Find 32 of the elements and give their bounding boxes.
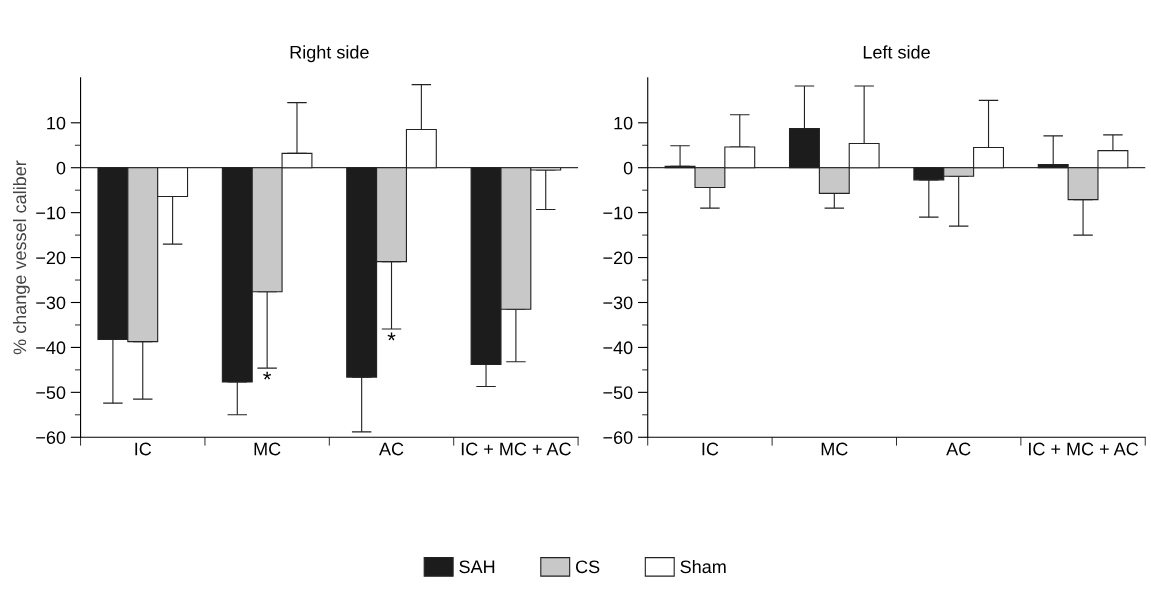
y-tick-label: 0 — [56, 161, 66, 175]
annotation: * — [263, 371, 272, 380]
legend-label: CS — [576, 560, 600, 574]
y-tick-label: −60 — [603, 431, 633, 444]
annotation: * — [387, 332, 396, 341]
y-tick-label: −20 — [603, 251, 633, 265]
y-tick-label: −60 — [36, 431, 66, 444]
y-tick-label: −40 — [603, 341, 633, 355]
y-tick-label: −10 — [36, 206, 66, 220]
legend-label: SAH — [459, 560, 495, 574]
x-tick-label: IC + MC + AC — [461, 442, 571, 456]
y-tick-label: −40 — [36, 341, 66, 355]
chart-title: Left side — [863, 45, 930, 59]
y-tick-label: −50 — [36, 386, 66, 400]
x-tick-label: IC — [702, 442, 719, 456]
x-tick-label: MC — [821, 442, 848, 456]
x-tick-label: MC — [254, 442, 281, 456]
y-axis-title: % change vessel caliber — [12, 160, 30, 355]
x-tick-label: AC — [379, 442, 404, 456]
x-tick-label: IC — [135, 442, 152, 456]
y-tick-label: −20 — [36, 251, 66, 265]
y-tick-label: 0 — [623, 161, 633, 175]
y-tick-label: −50 — [603, 386, 633, 400]
y-tick-label: −30 — [36, 296, 66, 310]
legend-label: Sham — [680, 559, 726, 574]
y-tick-label: 10 — [614, 116, 633, 130]
y-tick-label: 10 — [47, 116, 66, 130]
chart-title: Right side — [290, 45, 369, 63]
x-tick-label: AC — [946, 442, 971, 456]
x-tick-label: IC + MC + AC — [1029, 442, 1139, 456]
y-tick-label: −30 — [603, 296, 633, 310]
y-tick-label: −10 — [603, 206, 633, 220]
